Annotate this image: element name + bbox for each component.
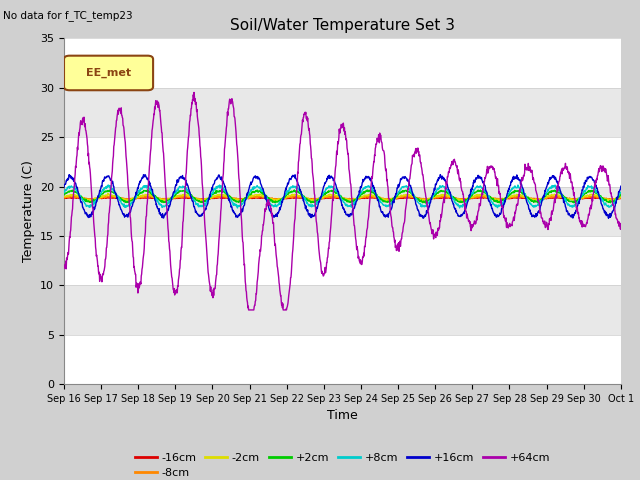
Text: EE_met: EE_met — [86, 68, 131, 78]
Y-axis label: Temperature (C): Temperature (C) — [22, 160, 35, 262]
Title: Soil/Water Temperature Set 3: Soil/Water Temperature Set 3 — [230, 18, 455, 33]
Bar — [64, 38, 621, 88]
FancyBboxPatch shape — [64, 56, 153, 90]
Text: No data for f_TC_temp23: No data for f_TC_temp23 — [3, 10, 133, 21]
Bar — [64, 236, 621, 285]
X-axis label: Time: Time — [327, 409, 358, 422]
Bar — [64, 335, 621, 384]
Bar — [64, 137, 621, 187]
Legend: -16cm, -8cm, -2cm, +2cm, +8cm, +16cm, +64cm: -16cm, -8cm, -2cm, +2cm, +8cm, +16cm, +6… — [130, 448, 555, 480]
